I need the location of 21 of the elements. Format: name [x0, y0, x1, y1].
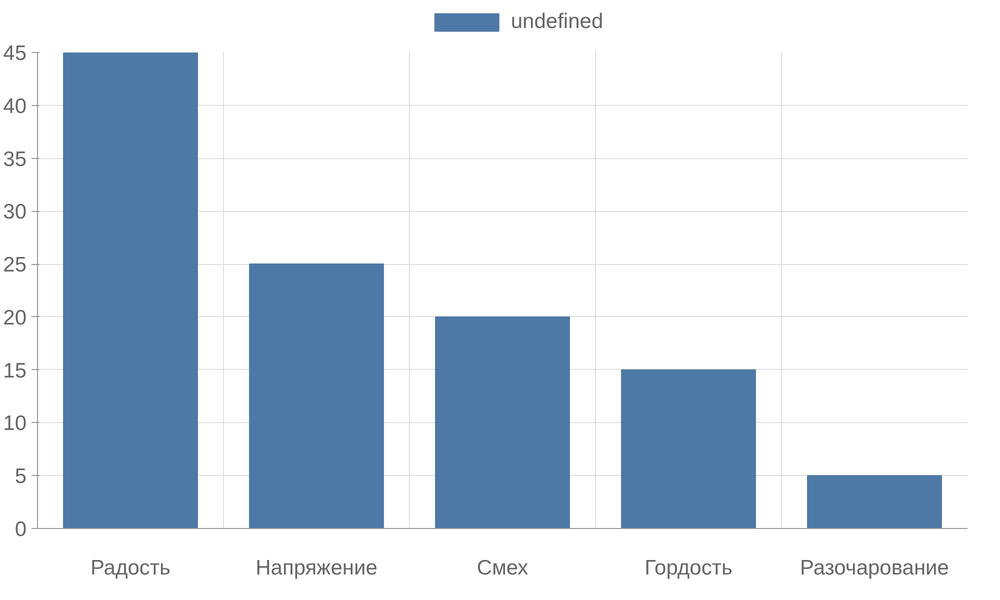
x-tick-label: Гордость	[644, 556, 732, 580]
bar	[807, 475, 942, 528]
y-tick-label: 10	[3, 412, 26, 436]
y-tick-label: 45	[3, 42, 26, 65]
y-tick-label: 30	[3, 200, 26, 224]
x-tick-label: Разочарование	[800, 556, 949, 580]
bar	[435, 316, 570, 528]
x-tick-label: Радость	[90, 556, 171, 580]
y-tick-label: 20	[3, 306, 26, 330]
bar	[621, 369, 756, 528]
bar	[249, 264, 384, 528]
x-tick-label: Смех	[476, 556, 529, 580]
y-tick-label: 40	[3, 94, 26, 118]
y-tick-label: 5	[14, 465, 27, 488]
x-tick-label: Напряжение	[256, 556, 378, 580]
y-tick-label: 15	[3, 359, 26, 382]
bar	[63, 52, 198, 528]
legend-label: undefined	[510, 10, 604, 34]
y-tick-label: 0	[14, 518, 27, 541]
y-tick-label: 35	[3, 148, 26, 171]
y-tick-label: 25	[3, 254, 26, 277]
